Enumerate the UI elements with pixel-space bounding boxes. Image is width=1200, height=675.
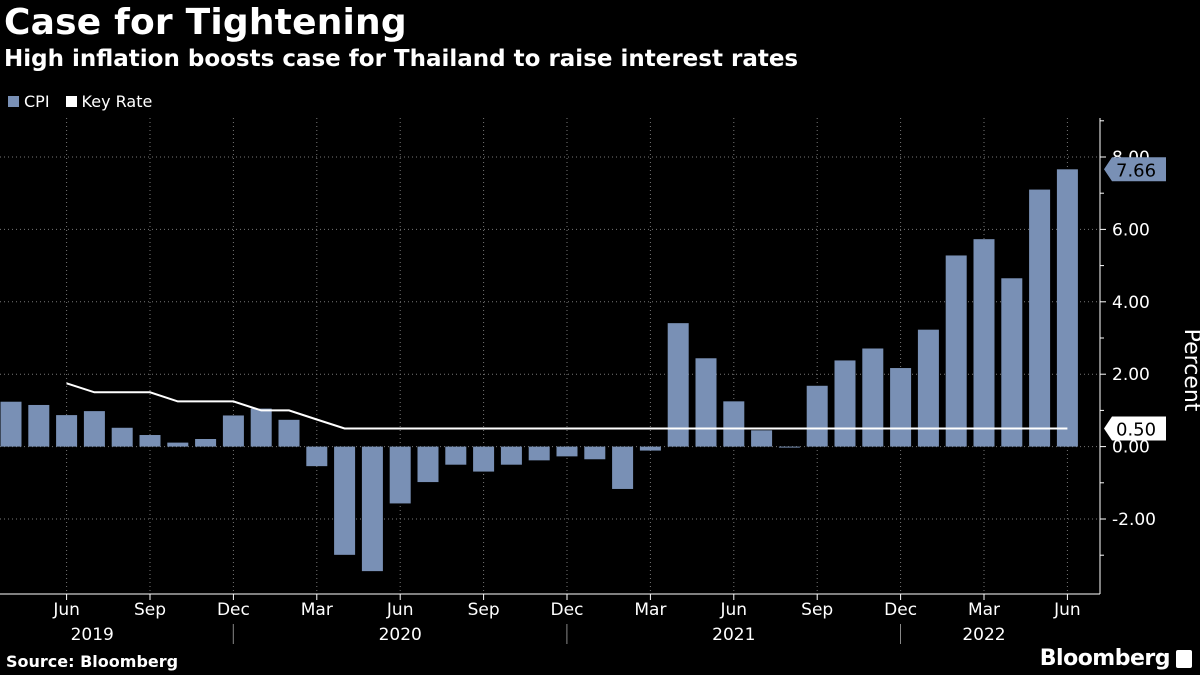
y-tick-label: -2.00: [1112, 510, 1156, 530]
cpi-bar: [723, 401, 745, 447]
y-tick-label: 2.00: [1112, 365, 1150, 385]
cpi-bar: [917, 329, 939, 447]
cpi-bar: [195, 438, 217, 447]
cpi-bar: [528, 446, 550, 461]
cpi-bar: [945, 255, 967, 447]
cpi-bar: [83, 411, 105, 447]
cpi-bar: [361, 446, 383, 572]
cpi-bar: [250, 408, 272, 447]
cpi-bar: [973, 239, 995, 447]
cpi-bar: [500, 446, 522, 465]
legend-swatch-cpi: [8, 96, 19, 107]
x-tick-label: Jun: [720, 600, 748, 620]
y-tick-label: 0.00: [1112, 438, 1150, 458]
legend-label-cpi: CPI: [24, 92, 50, 111]
cpi-bar: [167, 442, 189, 447]
x-tick-label: Mar: [968, 600, 1000, 620]
cpi-bar: [1029, 189, 1051, 447]
cpi-bar: [584, 446, 606, 460]
cpi-bar: [306, 446, 328, 467]
key-rate-line: [66, 382, 1068, 430]
cpi-bar: [278, 419, 300, 447]
x-year-label: 2021: [712, 625, 755, 645]
key-rate-value-label: 0.50: [1116, 420, 1156, 441]
legend: CPI Key Rate: [8, 92, 152, 111]
cpi-bar: [111, 427, 133, 447]
cpi-bar: [417, 446, 439, 483]
cpi-value-label: 7.66: [1116, 160, 1156, 181]
legend-item-cpi: CPI: [8, 92, 50, 111]
cpi-bar: [639, 446, 661, 451]
x-tick-label: Dec: [217, 600, 250, 620]
cpi-bar: [56, 415, 78, 447]
chart-subtitle: High inflation boosts case for Thailand …: [4, 46, 799, 72]
cpi-bar: [778, 446, 800, 448]
x-tick-label: Dec: [551, 600, 584, 620]
x-year-label: 2020: [379, 625, 422, 645]
y-tick-label: 6.00: [1112, 220, 1150, 240]
cpi-bar: [667, 323, 689, 447]
y-tick-label: 4.00: [1112, 293, 1150, 313]
source-note: Source: Bloomberg: [6, 652, 179, 671]
x-tick-label: Jun: [52, 600, 80, 620]
x-tick-label: Mar: [634, 600, 666, 620]
bloomberg-terminal-icon: [1176, 650, 1192, 668]
cpi-bar: [695, 358, 717, 447]
x-tick-label: Jun: [1053, 600, 1081, 620]
cpi-bar: [473, 446, 495, 472]
y-axis-label: Percent: [1179, 329, 1200, 412]
cpi-bar: [445, 446, 467, 465]
cpi-bar: [806, 385, 828, 447]
x-year-label: 2019: [71, 625, 114, 645]
cpi-bar: [862, 348, 884, 447]
cpi-bar: [222, 415, 244, 447]
x-tick-label: Sep: [468, 600, 500, 620]
cpi-bar: [1056, 169, 1078, 447]
x-tick-label: Dec: [884, 600, 917, 620]
x-tick-label: Sep: [801, 600, 833, 620]
legend-label-key-rate: Key Rate: [81, 92, 153, 111]
cpi-value-callout: [1104, 157, 1166, 182]
key-rate-value-callout: [1104, 416, 1166, 441]
cpi-bar: [28, 404, 50, 447]
x-tick-label: Sep: [134, 600, 166, 620]
legend-item-key-rate: Key Rate: [65, 92, 153, 111]
cpi-bar: [0, 401, 22, 447]
cpi-bar: [890, 368, 912, 447]
cpi-bar: [556, 446, 578, 457]
cpi-bar: [834, 360, 856, 447]
cpi-bar: [1001, 278, 1023, 447]
legend-swatch-key-rate: [65, 96, 77, 107]
x-year-label: 2022: [962, 625, 1005, 645]
x-tick-label: Jun: [386, 600, 414, 620]
cpi-bar: [334, 446, 356, 555]
bloomberg-logo: Bloomberg: [1039, 646, 1171, 671]
cpi-bar: [751, 430, 773, 447]
chart-title: Case for Tightening: [4, 2, 407, 43]
cpi-bar: [139, 435, 161, 447]
cpi-bar: [612, 446, 634, 489]
cpi-bar: [389, 446, 411, 504]
x-tick-label: Mar: [301, 600, 333, 620]
